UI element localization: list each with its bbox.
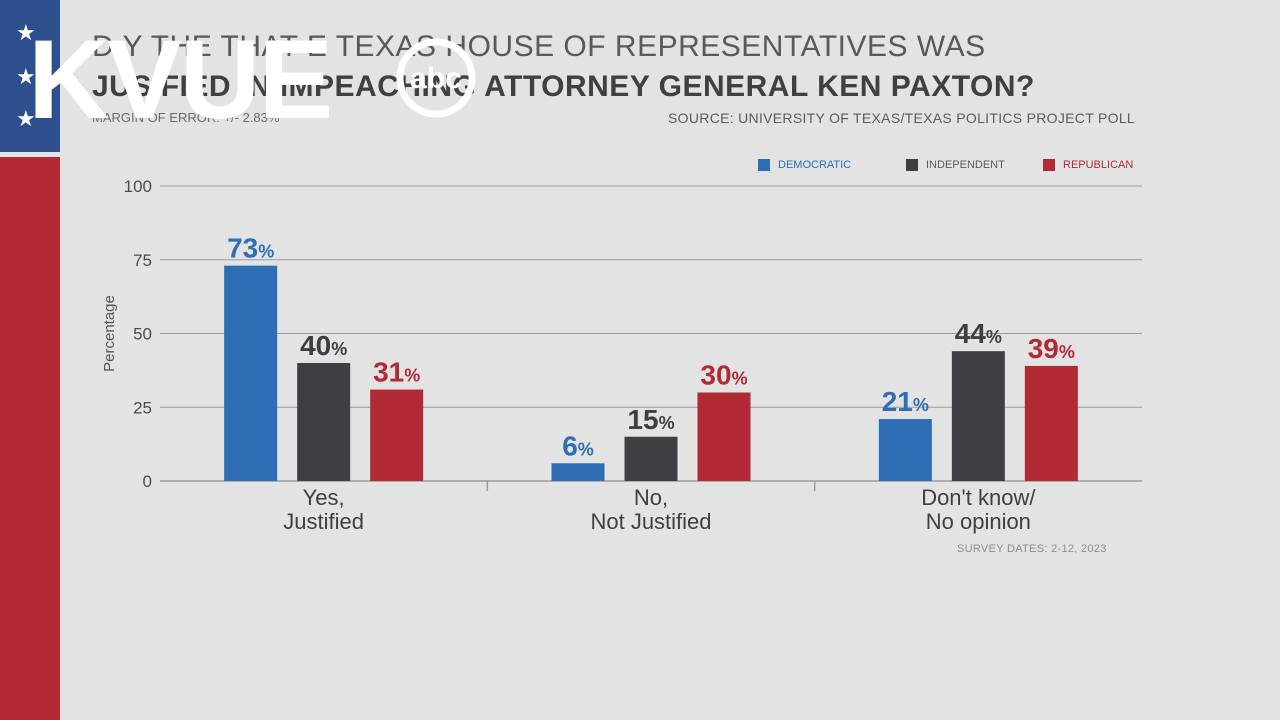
data-label: 21% (882, 386, 929, 417)
legend-label: INDEPENDENT (926, 159, 1005, 171)
bar (878, 419, 932, 481)
kvue-logo: KVUE abc (28, 20, 476, 130)
category-label: No, Not Justified (590, 485, 711, 534)
y-tick-label: 0 (143, 472, 152, 491)
data-label: 73% (227, 233, 274, 264)
side-stripe-blue: ★ ★ ★ (0, 0, 60, 152)
legend-item-republican: REPUBLICAN (1043, 157, 1133, 173)
data-label: 31% (373, 357, 420, 388)
category-label: Don't know/No opinion (921, 485, 1036, 534)
side-stripe-gap (0, 152, 60, 157)
bar (370, 389, 424, 481)
legend-label: DEMOCRATIC (778, 159, 852, 171)
bar (551, 463, 605, 481)
y-tick-label: 25 (133, 398, 152, 417)
y-tick-label: 50 (133, 325, 152, 344)
margin-of-error: MARGIN OF ERROR: +/- 2.83% (92, 110, 280, 125)
y-tick-label: 75 (133, 251, 152, 270)
y-tick-label: 100 (124, 177, 152, 196)
bar (624, 436, 678, 481)
abc-logo-circle (396, 38, 476, 118)
legend-swatch (1043, 159, 1055, 171)
data-label: 15% (627, 404, 674, 435)
headline-line-2: JUS FIED IN IMPEACHING ATTORNEY GENERAL … (92, 70, 1035, 103)
kvue-logo-text: KVUE (28, 20, 331, 130)
data-label: 30% (700, 360, 747, 391)
survey-dates: SURVEY DATES: 2-12, 2023 (957, 543, 1107, 555)
data-label: 40% (300, 330, 347, 361)
star-icon: ★ (16, 20, 36, 45)
data-label: 39% (1028, 333, 1075, 364)
bar (697, 392, 751, 481)
data-label: 44% (955, 318, 1002, 349)
legend-swatch (758, 159, 770, 171)
abc-logo-text: abc (410, 62, 462, 95)
source-text: SOURCE: UNIVERSITY OF TEXAS/TEXAS POLITI… (668, 110, 1135, 126)
y-axis-label: Percentage (101, 295, 118, 372)
category-label: Yes, Justified (283, 485, 364, 534)
bar (224, 265, 278, 481)
star-icon: ★ (16, 106, 36, 131)
bar (1024, 365, 1078, 481)
legend-swatch (906, 159, 918, 171)
star-icon: ★ (16, 64, 36, 89)
legend-label: REPUBLICAN (1063, 159, 1134, 171)
data-label: 6% (562, 430, 594, 461)
headline-line-1: D Y THE THAT E TEXAS HOUSE OF REPRESENTA… (92, 30, 986, 63)
legend-item-independent: INDEPENDENT (906, 157, 1005, 173)
bar (951, 351, 1005, 481)
bar (297, 363, 351, 481)
legend-item-democratic: DEMOCRATIC (758, 157, 851, 173)
